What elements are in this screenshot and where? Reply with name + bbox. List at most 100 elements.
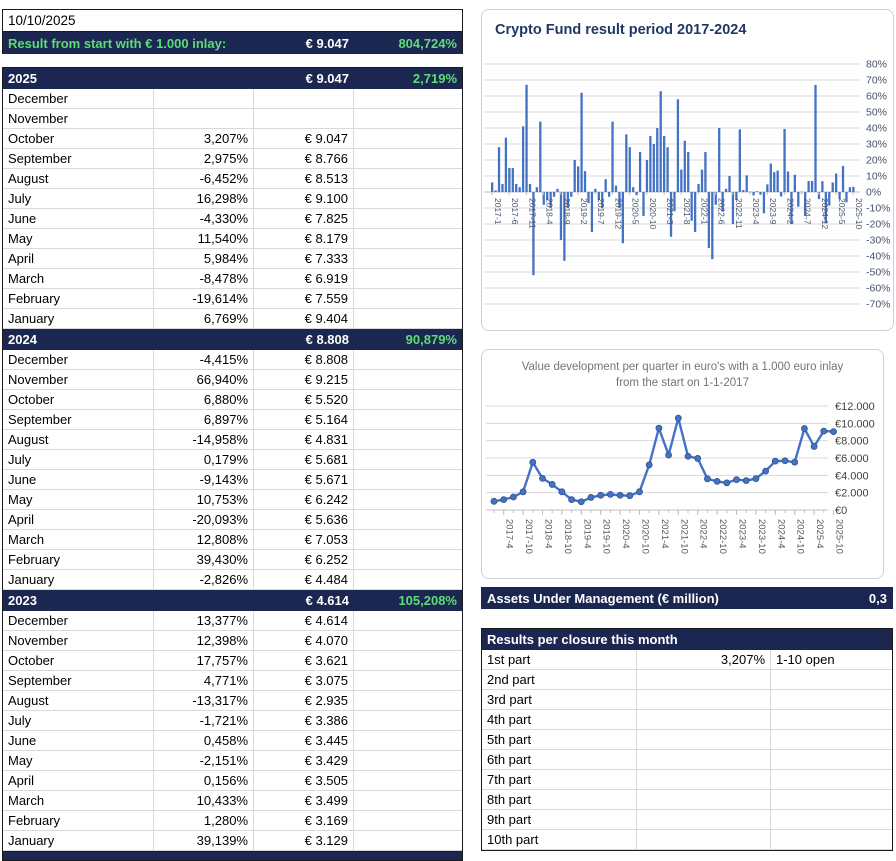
month-extra-cell[interactable] bbox=[354, 490, 462, 510]
month-name-cell[interactable]: November bbox=[3, 631, 154, 651]
month-value-cell[interactable]: € 9.404 bbox=[254, 309, 354, 329]
month-extra-cell[interactable] bbox=[354, 350, 462, 370]
month-extra-cell[interactable] bbox=[354, 470, 462, 490]
month-name-cell[interactable]: August bbox=[3, 691, 154, 711]
month-pct-cell[interactable]: 6,769% bbox=[154, 309, 254, 329]
month-pct-cell[interactable]: -8,478% bbox=[154, 269, 254, 289]
closure-part-label[interactable]: 6th part bbox=[482, 750, 637, 770]
month-pct-cell[interactable]: 1,280% bbox=[154, 811, 254, 831]
month-pct-cell[interactable]: 4,771% bbox=[154, 671, 254, 691]
month-name-cell[interactable]: August bbox=[3, 169, 154, 189]
year-pct[interactable]: 90,879% bbox=[405, 332, 457, 347]
month-pct-cell[interactable]: -14,958% bbox=[154, 430, 254, 450]
month-value-cell[interactable] bbox=[254, 109, 354, 129]
month-extra-cell[interactable] bbox=[354, 189, 462, 209]
closure-part-label[interactable]: 4th part bbox=[482, 710, 637, 730]
month-name-cell[interactable]: December bbox=[3, 89, 154, 109]
bar-chart-frame[interactable]: 80% 70% 60% 50% 40% 30% 20% 10% 0% -10% -20% -30% -4… bbox=[481, 9, 894, 331]
line-chart-frame[interactable]: €12.000 €10.000 €8.000 €6.000 €4.000 €2.000 €0… bbox=[481, 349, 884, 579]
month-pct-cell[interactable]: 10,753% bbox=[154, 490, 254, 510]
year-label[interactable]: 2023 bbox=[8, 593, 37, 608]
month-name-cell[interactable]: December bbox=[3, 350, 154, 370]
month-name-cell[interactable]: October bbox=[3, 129, 154, 149]
month-pct-cell[interactable]: -2,826% bbox=[154, 570, 254, 590]
month-pct-cell[interactable]: -19,614% bbox=[154, 289, 254, 309]
month-pct-cell[interactable]: -4,415% bbox=[154, 350, 254, 370]
closure-note-cell[interactable] bbox=[771, 770, 892, 790]
result-from-start-pct[interactable]: 804,724% bbox=[398, 35, 457, 51]
month-pct-cell[interactable]: 10,433% bbox=[154, 791, 254, 811]
closure-note-cell[interactable] bbox=[771, 830, 892, 850]
closure-part-label[interactable]: 8th part bbox=[482, 790, 637, 810]
month-extra-cell[interactable] bbox=[354, 450, 462, 470]
month-name-cell[interactable]: October bbox=[3, 390, 154, 410]
month-value-cell[interactable]: € 7.559 bbox=[254, 289, 354, 309]
closure-pct-cell[interactable] bbox=[637, 830, 771, 850]
month-name-cell[interactable]: November bbox=[3, 370, 154, 390]
month-name-cell[interactable]: October bbox=[3, 651, 154, 671]
month-value-cell[interactable]: € 8.179 bbox=[254, 229, 354, 249]
closure-pct-cell[interactable] bbox=[637, 730, 771, 750]
month-name-cell[interactable]: July bbox=[3, 189, 154, 209]
closure-note-cell[interactable] bbox=[771, 810, 892, 830]
month-value-cell[interactable]: € 5.520 bbox=[254, 390, 354, 410]
closure-part-label[interactable]: 7th part bbox=[482, 770, 637, 790]
closure-pct-cell[interactable] bbox=[637, 750, 771, 770]
month-value-cell[interactable] bbox=[254, 89, 354, 109]
month-extra-cell[interactable] bbox=[354, 129, 462, 149]
month-pct-cell[interactable]: 2,975% bbox=[154, 149, 254, 169]
closure-pct-cell[interactable]: 3,207% bbox=[637, 650, 771, 670]
month-name-cell[interactable]: November bbox=[3, 109, 154, 129]
closure-note-cell[interactable]: 1-10 open bbox=[771, 650, 892, 670]
month-value-cell[interactable]: € 8.513 bbox=[254, 169, 354, 189]
month-value-cell[interactable]: € 3.386 bbox=[254, 711, 354, 731]
closure-pct-cell[interactable] bbox=[637, 670, 771, 690]
year-label[interactable]: 2024 bbox=[8, 332, 37, 347]
month-extra-cell[interactable] bbox=[354, 209, 462, 229]
closure-part-label[interactable]: 10th part bbox=[482, 830, 637, 850]
month-extra-cell[interactable] bbox=[354, 731, 462, 751]
month-value-cell[interactable]: € 4.484 bbox=[254, 570, 354, 590]
month-extra-cell[interactable] bbox=[354, 410, 462, 430]
month-name-cell[interactable]: July bbox=[3, 711, 154, 731]
closure-part-label[interactable]: 5th part bbox=[482, 730, 637, 750]
month-name-cell[interactable]: January bbox=[3, 831, 154, 851]
month-pct-cell[interactable]: -13,317% bbox=[154, 691, 254, 711]
closure-note-cell[interactable] bbox=[771, 750, 892, 770]
month-value-cell[interactable]: € 5.671 bbox=[254, 470, 354, 490]
month-value-cell[interactable]: € 7.825 bbox=[254, 209, 354, 229]
month-pct-cell[interactable]: 17,757% bbox=[154, 651, 254, 671]
month-value-cell[interactable]: € 9.100 bbox=[254, 189, 354, 209]
month-pct-cell[interactable]: -1,721% bbox=[154, 711, 254, 731]
month-value-cell[interactable]: € 3.505 bbox=[254, 771, 354, 791]
month-extra-cell[interactable] bbox=[354, 711, 462, 731]
month-name-cell[interactable]: June bbox=[3, 731, 154, 751]
month-extra-cell[interactable] bbox=[354, 269, 462, 289]
month-name-cell[interactable]: May bbox=[3, 229, 154, 249]
month-name-cell[interactable]: May bbox=[3, 490, 154, 510]
month-extra-cell[interactable] bbox=[354, 771, 462, 791]
month-name-cell[interactable]: May bbox=[3, 751, 154, 771]
month-extra-cell[interactable] bbox=[354, 390, 462, 410]
month-extra-cell[interactable] bbox=[354, 149, 462, 169]
month-pct-cell[interactable]: -20,093% bbox=[154, 510, 254, 530]
month-extra-cell[interactable] bbox=[354, 109, 462, 129]
month-extra-cell[interactable] bbox=[354, 831, 462, 851]
month-extra-cell[interactable] bbox=[354, 811, 462, 831]
month-name-cell[interactable]: January bbox=[3, 570, 154, 590]
month-extra-cell[interactable] bbox=[354, 370, 462, 390]
month-pct-cell[interactable]: 0,156% bbox=[154, 771, 254, 791]
month-value-cell[interactable]: € 3.429 bbox=[254, 751, 354, 771]
month-extra-cell[interactable] bbox=[354, 631, 462, 651]
month-pct-cell[interactable]: 12,808% bbox=[154, 530, 254, 550]
month-value-cell[interactable]: € 9.215 bbox=[254, 370, 354, 390]
month-pct-cell[interactable]: 11,540% bbox=[154, 229, 254, 249]
month-pct-cell[interactable]: 39,139% bbox=[154, 831, 254, 851]
month-pct-cell[interactable]: 6,897% bbox=[154, 410, 254, 430]
month-value-cell[interactable]: € 6.252 bbox=[254, 550, 354, 570]
month-name-cell[interactable]: September bbox=[3, 149, 154, 169]
closure-pct-cell[interactable] bbox=[637, 710, 771, 730]
month-name-cell[interactable]: March bbox=[3, 269, 154, 289]
month-value-cell[interactable]: € 4.070 bbox=[254, 631, 354, 651]
month-extra-cell[interactable] bbox=[354, 570, 462, 590]
